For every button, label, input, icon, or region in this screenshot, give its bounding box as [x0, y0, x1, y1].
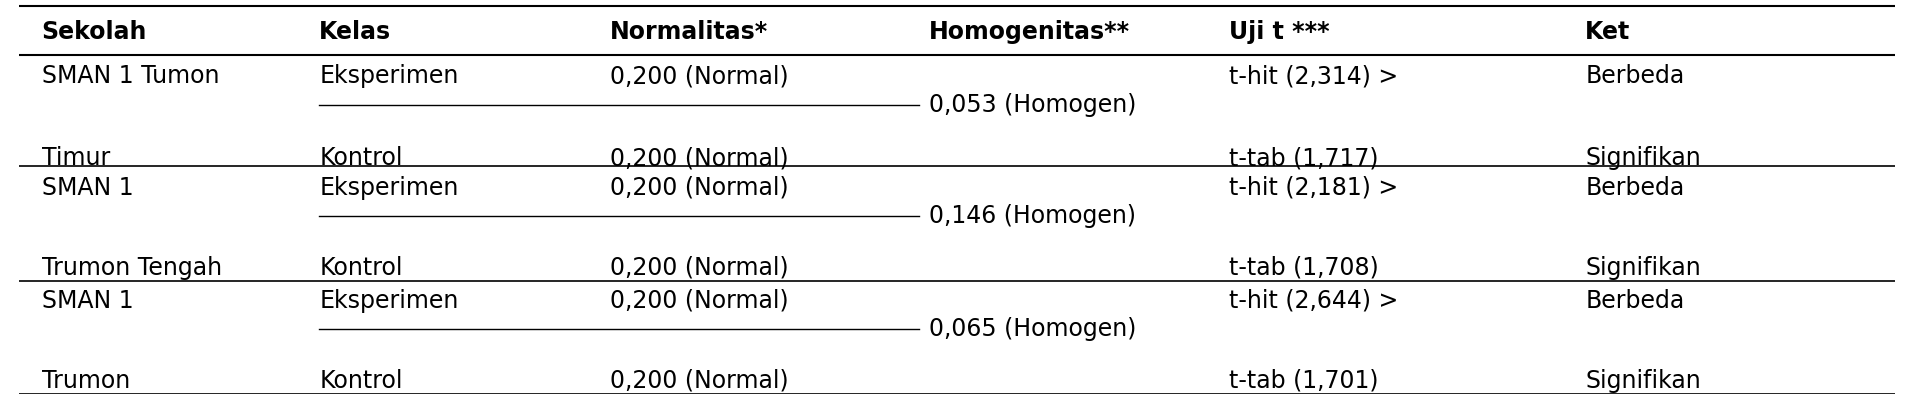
- Text: t-tab (1,701): t-tab (1,701): [1229, 369, 1378, 393]
- Text: Kelas: Kelas: [320, 20, 390, 44]
- Text: Signifikan: Signifikan: [1585, 256, 1702, 279]
- Text: Eksperimen: Eksperimen: [320, 289, 459, 313]
- Text: Sekolah: Sekolah: [42, 20, 147, 44]
- Text: SMAN 1: SMAN 1: [42, 289, 134, 313]
- Text: Ket: Ket: [1585, 20, 1631, 44]
- Text: 0,200 (Normal): 0,200 (Normal): [611, 64, 789, 88]
- Text: SMAN 1: SMAN 1: [42, 176, 134, 200]
- Text: 0,200 (Normal): 0,200 (Normal): [611, 176, 789, 200]
- Text: t-tab (1,708): t-tab (1,708): [1229, 256, 1378, 279]
- Text: t-hit (2,314) >: t-hit (2,314) >: [1229, 64, 1399, 88]
- Text: SMAN 1 Tumon: SMAN 1 Tumon: [42, 64, 218, 88]
- Text: 0,200 (Normal): 0,200 (Normal): [611, 289, 789, 313]
- Text: Uji t ***: Uji t ***: [1229, 20, 1330, 44]
- Text: 0,065 (Homogen): 0,065 (Homogen): [928, 317, 1137, 341]
- Text: Berbeda: Berbeda: [1585, 289, 1684, 313]
- Text: 0,146 (Homogen): 0,146 (Homogen): [928, 203, 1135, 228]
- Text: Timur: Timur: [42, 146, 109, 170]
- Text: t-hit (2,181) >: t-hit (2,181) >: [1229, 176, 1399, 200]
- Text: Kontrol: Kontrol: [320, 256, 402, 279]
- Text: Berbeda: Berbeda: [1585, 64, 1684, 88]
- Text: Trumon Tengah: Trumon Tengah: [42, 256, 222, 279]
- Text: Normalitas*: Normalitas*: [611, 20, 768, 44]
- Text: Kontrol: Kontrol: [320, 146, 402, 170]
- Text: 0,200 (Normal): 0,200 (Normal): [611, 256, 789, 279]
- Text: Trumon: Trumon: [42, 369, 130, 393]
- Text: Berbeda: Berbeda: [1585, 176, 1684, 200]
- Text: 0,200 (Normal): 0,200 (Normal): [611, 369, 789, 393]
- Text: 0,053 (Homogen): 0,053 (Homogen): [928, 94, 1137, 117]
- Text: Eksperimen: Eksperimen: [320, 64, 459, 88]
- Text: 0,200 (Normal): 0,200 (Normal): [611, 146, 789, 170]
- Text: Signifikan: Signifikan: [1585, 369, 1702, 393]
- Text: Kontrol: Kontrol: [320, 369, 402, 393]
- Text: t-hit (2,644) >: t-hit (2,644) >: [1229, 289, 1399, 313]
- Text: Eksperimen: Eksperimen: [320, 176, 459, 200]
- Text: t-tab (1,717): t-tab (1,717): [1229, 146, 1378, 170]
- Text: Signifikan: Signifikan: [1585, 146, 1702, 170]
- Text: Homogenitas**: Homogenitas**: [928, 20, 1129, 44]
